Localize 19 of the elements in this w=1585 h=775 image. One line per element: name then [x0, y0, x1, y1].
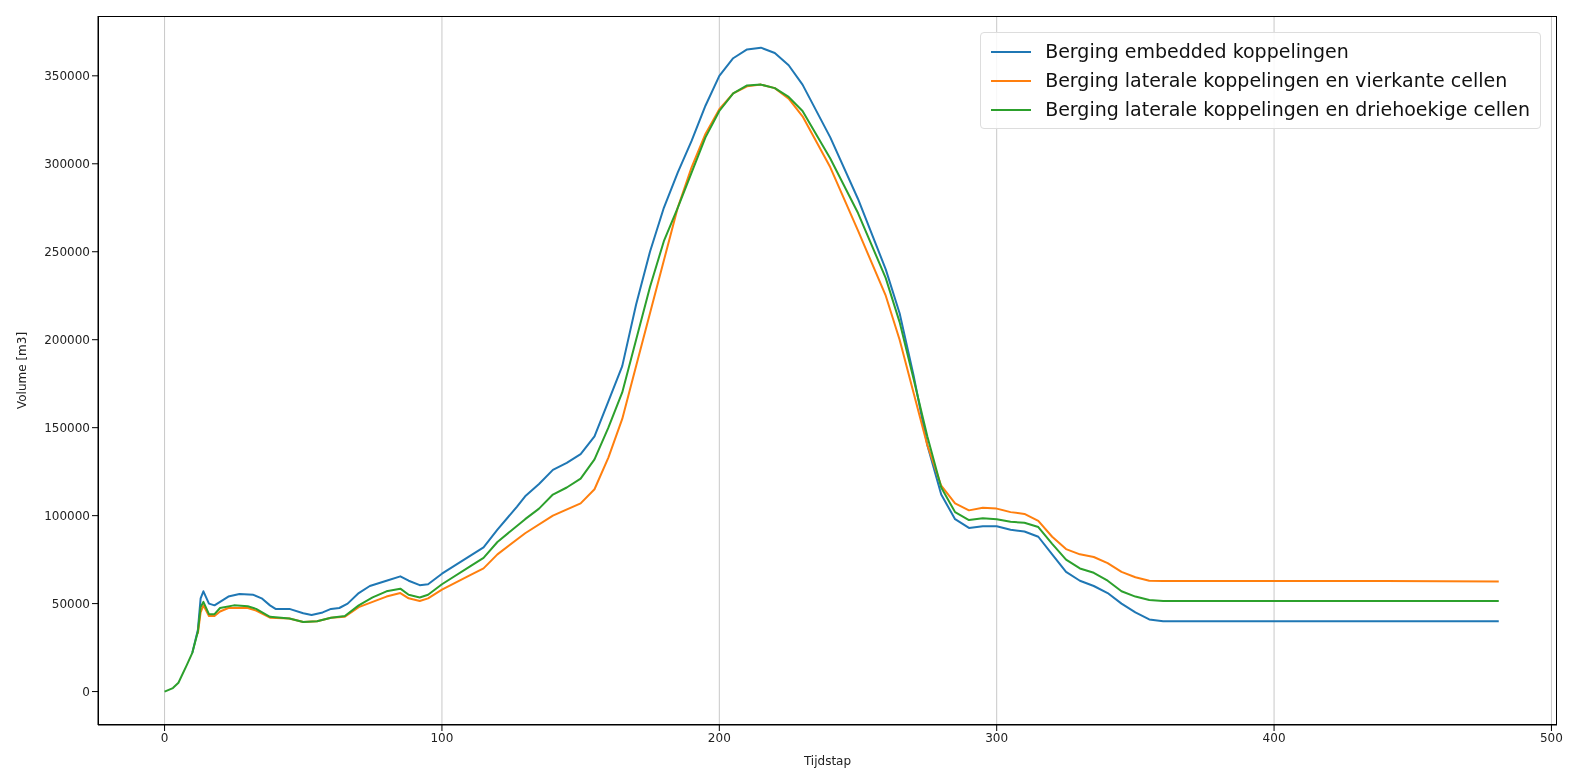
y-tick-label: 200000	[44, 332, 90, 347]
x-tick-label: 300	[985, 730, 1009, 745]
y-tick-label: 0	[82, 684, 90, 699]
y-tick-label: 150000	[44, 420, 90, 435]
x-tick-label: 0	[160, 730, 169, 745]
legend-label: Berging embedded koppelingen	[1045, 39, 1349, 64]
x-axis-title: Tijdstap	[802, 754, 852, 768]
y-tick-label: 300000	[44, 157, 90, 172]
x-tick-label: 500	[1540, 730, 1563, 745]
legend-label: Berging laterale koppelingen en driehoekige cellen	[1045, 97, 1530, 122]
y-tick-label: 50000	[51, 596, 90, 611]
y-tick-label: 100000	[44, 508, 90, 523]
y-tick-label: 250000	[44, 245, 90, 260]
x-tick-label: 400	[1262, 730, 1286, 745]
y-tick-label: 350000	[44, 69, 90, 84]
x-tick-label: 200	[707, 730, 731, 745]
x-tick-label: 100	[430, 730, 454, 745]
legend-label: Berging laterale koppelingen en vierkante cellen	[1045, 68, 1508, 93]
y-axis-title: Volume [m3]	[15, 331, 30, 410]
